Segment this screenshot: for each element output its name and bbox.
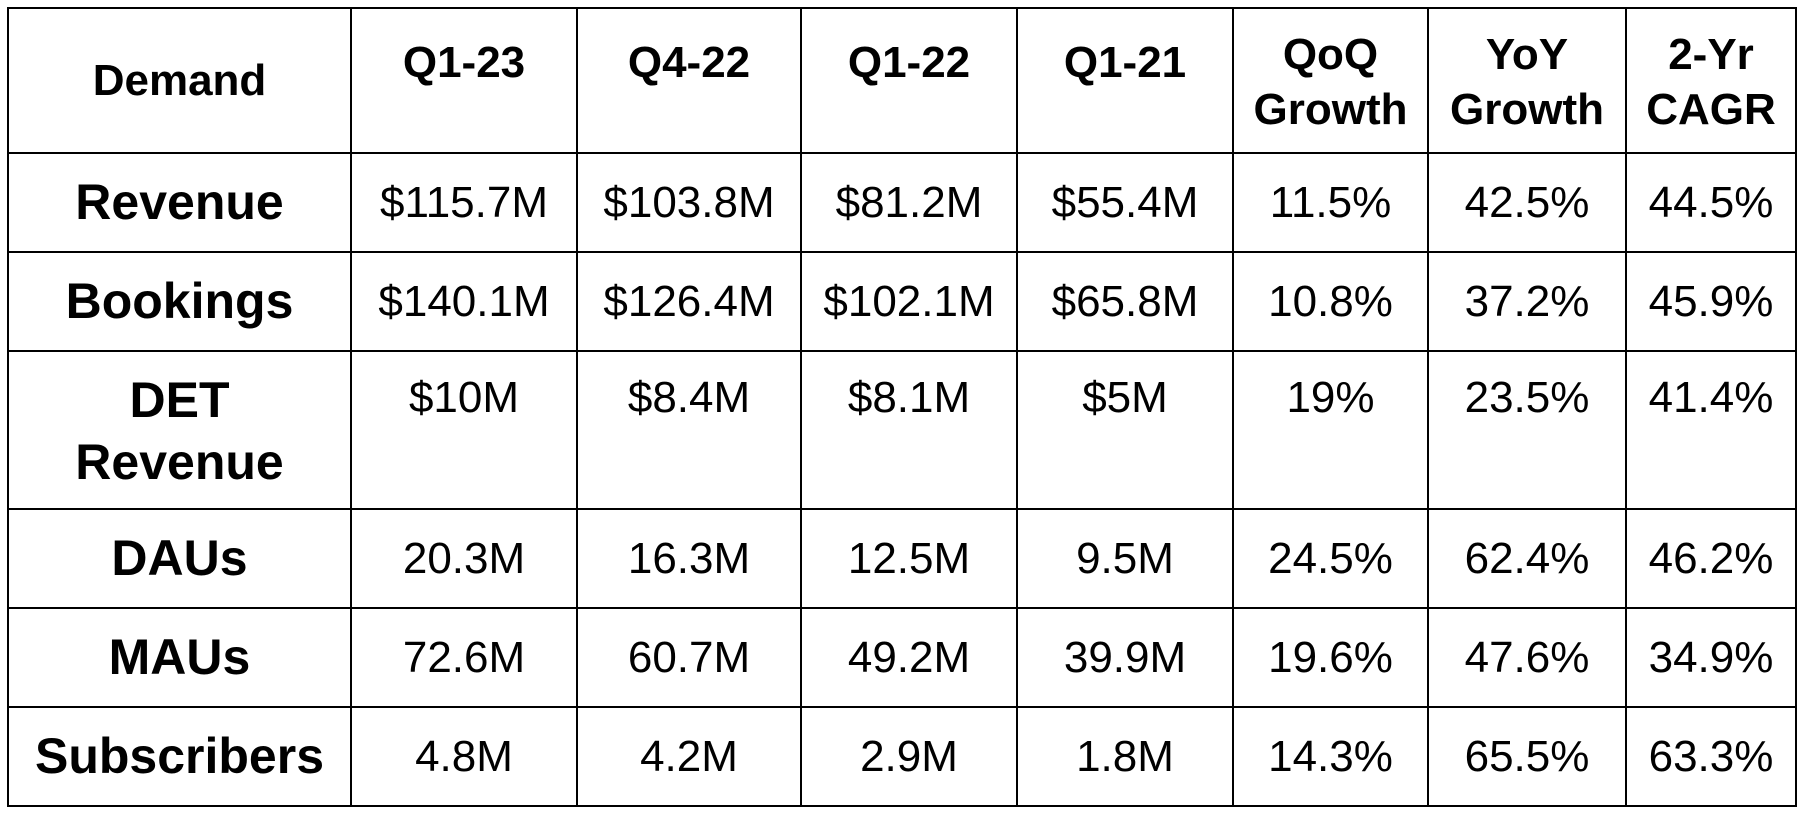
demand-metrics-table: Demand Q1-23 Q4-22 Q1-22 Q1-21 QoQ Growth… [7, 7, 1797, 807]
table-cell: $5M [1016, 350, 1234, 510]
table-cell: 14.3% [1232, 706, 1429, 807]
table-cell: $115.7M [350, 152, 578, 253]
row-label: DAUs [7, 508, 352, 609]
table-cell: 12.5M [800, 508, 1018, 609]
table-cell: 49.2M [800, 607, 1018, 708]
table-cell: 47.6% [1427, 607, 1627, 708]
header-q1-21: Q1-21 [1016, 7, 1234, 154]
table-cell: 42.5% [1427, 152, 1627, 253]
header-q1-22: Q1-22 [800, 7, 1018, 154]
table-cell: 34.9% [1625, 607, 1797, 708]
table-cell: $140.1M [350, 251, 578, 352]
table-cell: 4.8M [350, 706, 578, 807]
table-cell: $8.1M [800, 350, 1018, 510]
table-row-det-revenue: DET Revenue $10M $8.4M $8.1M $5M 19% 23.5… [7, 350, 1797, 510]
table-row-maus: MAUs 72.6M 60.7M 49.2M 39.9M 19.6% 47.6%… [7, 607, 1797, 708]
table-cell: $8.4M [576, 350, 802, 510]
row-label: Revenue [7, 152, 352, 253]
table-cell: 11.5% [1232, 152, 1429, 253]
header-demand: Demand [7, 7, 352, 154]
table-cell: 62.4% [1427, 508, 1627, 609]
table-cell: 45.9% [1625, 251, 1797, 352]
table-container: Demand Q1-23 Q4-22 Q1-22 Q1-21 QoQ Growth… [7, 7, 1797, 807]
table-cell: 19% [1232, 350, 1429, 510]
table-cell: 60.7M [576, 607, 802, 708]
header-yoy-growth: YoY Growth [1427, 7, 1627, 154]
row-label: MAUs [7, 607, 352, 708]
table-cell: 44.5% [1625, 152, 1797, 253]
table-cell: 41.4% [1625, 350, 1797, 510]
table-cell: $81.2M [800, 152, 1018, 253]
header-q1-23: Q1-23 [350, 7, 578, 154]
table-cell: $126.4M [576, 251, 802, 352]
table-cell: $55.4M [1016, 152, 1234, 253]
table-row-bookings: Bookings $140.1M $126.4M $102.1M $65.8M … [7, 251, 1797, 352]
header-row: Demand Q1-23 Q4-22 Q1-22 Q1-21 QoQ Growth… [7, 7, 1797, 154]
table-cell: 9.5M [1016, 508, 1234, 609]
header-2yr-cagr: 2-Yr CAGR [1625, 7, 1797, 154]
table-cell: $65.8M [1016, 251, 1234, 352]
table-cell: 37.2% [1427, 251, 1627, 352]
table-row-revenue: Revenue $115.7M $103.8M $81.2M $55.4M 11… [7, 152, 1797, 253]
table-cell: 4.2M [576, 706, 802, 807]
table-cell: 39.9M [1016, 607, 1234, 708]
table-row-daus: DAUs 20.3M 16.3M 12.5M 9.5M 24.5% 62.4% … [7, 508, 1797, 609]
table-cell: $102.1M [800, 251, 1018, 352]
row-label: Bookings [7, 251, 352, 352]
row-label: Subscribers [7, 706, 352, 807]
header-qoq-growth: QoQ Growth [1232, 7, 1429, 154]
table-cell: 10.8% [1232, 251, 1429, 352]
header-q4-22: Q4-22 [576, 7, 802, 154]
table-row-subscribers: Subscribers 4.8M 4.2M 2.9M 1.8M 14.3% 65… [7, 706, 1797, 807]
table-cell: 24.5% [1232, 508, 1429, 609]
row-label: DET Revenue [7, 350, 352, 510]
table-cell: 72.6M [350, 607, 578, 708]
table-cell: 2.9M [800, 706, 1018, 807]
table-cell: 63.3% [1625, 706, 1797, 807]
table-cell: 20.3M [350, 508, 578, 609]
table-cell: 1.8M [1016, 706, 1234, 807]
table-cell: $10M [350, 350, 578, 510]
table-cell: 19.6% [1232, 607, 1429, 708]
table-cell: $103.8M [576, 152, 802, 253]
table-cell: 16.3M [576, 508, 802, 609]
table-cell: 23.5% [1427, 350, 1627, 510]
table-cell: 46.2% [1625, 508, 1797, 609]
table-cell: 65.5% [1427, 706, 1627, 807]
